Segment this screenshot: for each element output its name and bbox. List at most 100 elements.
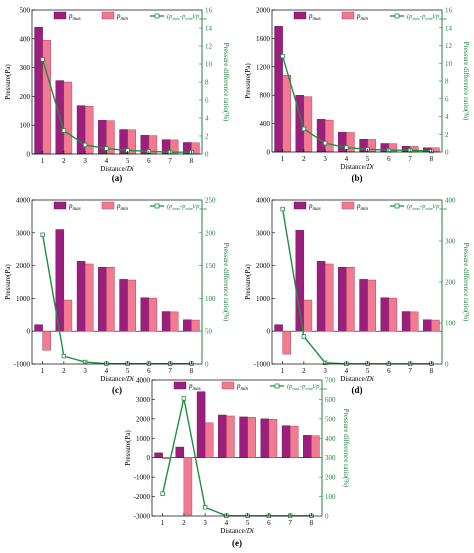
legend-ratio-part: max [412, 16, 420, 21]
legend-pmax-sub: max [73, 17, 82, 22]
x-tick-label: 8 [430, 155, 434, 163]
x-tick-label: 3 [83, 157, 87, 165]
y2-tick-label: 700 [325, 377, 336, 385]
y-tick-label: -3000 [134, 513, 151, 521]
x-tick-label: 5 [126, 157, 130, 165]
bar-pmax [295, 229, 305, 332]
legend-ratio-part: (p [167, 203, 173, 210]
y-tick-label: 0 [27, 328, 31, 336]
legend-pmax-sub: max [73, 207, 82, 212]
ratio-line [281, 208, 432, 365]
legend-pmin-label: pmin [116, 202, 129, 212]
legend-ratio-part: max [439, 206, 447, 211]
legend-ratio-part: max [172, 206, 180, 211]
bar-pmin [324, 263, 334, 332]
ratio-point [160, 491, 165, 496]
y2-tick-label: 0 [445, 149, 449, 157]
bar-pmax [281, 425, 291, 458]
y2-tick-label: 500 [325, 415, 336, 423]
x-tick-label: 6 [147, 157, 151, 165]
y-tick-label: 0 [27, 151, 31, 159]
x-tick-label: 2 [302, 155, 306, 163]
y-tick-label: 400 [260, 120, 271, 128]
bar-pmax [196, 391, 206, 458]
bar-pmin [169, 311, 179, 332]
panel-label: (e) [232, 538, 242, 548]
y-axis-title: Pressure(Pa) [244, 63, 252, 99]
x-axis-title-italic: Di [366, 375, 374, 383]
y2-tick-label: 0 [205, 361, 209, 369]
legend-ratio-part: -p [420, 203, 426, 210]
legend-ratio-label: (pmax-pmin)/pmax [407, 203, 447, 211]
bar-pmax [359, 279, 368, 332]
y2-tick-label: 12 [445, 42, 453, 50]
y2-tick-label: 100 [445, 320, 456, 328]
legend-pmin-p: p [236, 382, 241, 390]
bar-pmin [431, 319, 440, 332]
y-tick-label: 3000 [136, 396, 151, 404]
legend-ratio-part: min [185, 206, 193, 211]
y2-tick-label: 0 [445, 361, 449, 369]
bar-pmax [260, 418, 270, 458]
bar-pmax [183, 319, 192, 332]
legend-ratio-part: max [199, 16, 207, 21]
x-tick-label: 4 [105, 367, 109, 375]
bar-pmax [303, 435, 312, 458]
bar-pmax [98, 267, 107, 332]
ratio-point [344, 145, 349, 150]
bar-pmin [268, 419, 278, 458]
bar-pmax [401, 311, 411, 332]
legend-pmin-p: p [116, 12, 121, 20]
legend-pmax-swatch [173, 381, 187, 390]
legend-pmin-p: p [356, 12, 361, 20]
x-axis-title-main: Distance/ [340, 163, 366, 171]
bar-pmin [247, 417, 256, 458]
y2-tick-label: 14 [445, 24, 453, 32]
ratio-point [301, 126, 307, 132]
x-tick-label: 1 [281, 367, 285, 375]
x-tick-label: 7 [408, 367, 412, 375]
x-axis-title: Distance/Di [100, 165, 133, 173]
bar-pmax [380, 297, 390, 332]
legend-pmin-label: pmin [116, 12, 129, 22]
x-tick-label: 5 [366, 155, 370, 163]
legend-pmax-label: pmax [188, 382, 202, 392]
y2-tick-label: 2 [445, 131, 449, 139]
legend-ratio-part: -p [180, 203, 186, 210]
y-tick-label: 300 [20, 64, 31, 72]
panel-label: (a) [112, 173, 123, 183]
y-tick-label: 2000 [256, 7, 271, 15]
legend-pmin-sub: min [361, 207, 369, 212]
legend-pmax-p: p [188, 382, 193, 390]
y2-tick-label: 250 [205, 197, 216, 205]
x-tick-label: 1 [41, 367, 45, 375]
legend-ratio-part: min [425, 206, 433, 211]
y-tick-label: 2000 [136, 415, 151, 423]
legend-pmin-label: pmin [356, 12, 369, 22]
y-tick-label: 1200 [256, 63, 271, 71]
bar-pmin [282, 75, 291, 153]
x-tick-label: 6 [387, 367, 391, 375]
x-axis-title-main: Distance/ [100, 375, 126, 383]
bar-pmax [76, 261, 86, 332]
x-tick-label: 7 [168, 157, 172, 165]
y-tick-label: 4000 [136, 377, 151, 385]
x-axis-title: Distance/Di [220, 527, 253, 535]
bar-pmin [226, 415, 235, 458]
legend-ratio-marker [394, 203, 400, 209]
x-axis-title-main: Distance/ [340, 375, 366, 383]
x-tick-label: 3 [323, 367, 327, 375]
legend-pmin-swatch [221, 381, 235, 390]
bar-pmax [218, 414, 227, 458]
bar-pmin [388, 297, 398, 332]
legend-ratio-part: )/p [431, 203, 440, 210]
y-tick-label: -2000 [134, 493, 151, 501]
x-tick-label: 4 [105, 157, 109, 165]
ratio-line [41, 59, 192, 153]
bar-pmin [367, 279, 376, 332]
bar-pmin [127, 279, 136, 332]
legend-ratio-part: (p [407, 203, 413, 210]
x-tick-label: 1 [161, 519, 165, 527]
